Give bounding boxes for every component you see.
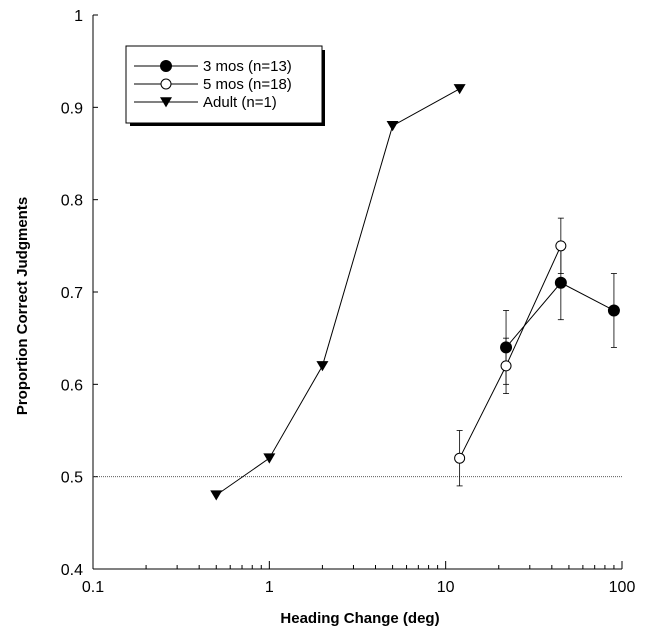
- legend-label: 5 mos (n=18): [203, 76, 292, 93]
- series-layer: [210, 84, 620, 501]
- data-point: [454, 452, 466, 464]
- y-axis-title: Proportion Correct Judgments: [14, 197, 31, 415]
- data-point: [263, 453, 276, 464]
- data-point: [386, 121, 399, 132]
- y-tick-label: 0.5: [61, 470, 83, 487]
- axes: 0.4 0.5 0.6 0.7 0.8 0.9 1 0.1 1 10 100: [61, 8, 636, 596]
- y-tick-label: 0.7: [61, 285, 83, 302]
- series-3: [210, 84, 466, 501]
- legend-shadow-right: [322, 50, 325, 126]
- series-line: [459, 245, 562, 459]
- x-tick-label: 1: [265, 579, 274, 596]
- y-tick-label: 0.6: [61, 377, 83, 394]
- y-tick-label: 1: [74, 8, 83, 25]
- x-tick-label: 10: [437, 579, 455, 596]
- legend-label: 3 mos (n=13): [203, 58, 292, 75]
- legend-marker: [160, 78, 172, 90]
- legend-marker: [160, 60, 172, 72]
- series-line: [215, 88, 460, 496]
- legend-label: Adult (n=1): [203, 94, 277, 111]
- x-tick-label: 0.1: [82, 579, 104, 596]
- legend: 3 mos (n=13)5 mos (n=18)Adult (n=1): [125, 45, 325, 126]
- y-tick-label: 0.9: [61, 100, 83, 117]
- data-point: [555, 240, 567, 252]
- data-point: [210, 490, 223, 501]
- legend-marker: [160, 97, 172, 108]
- x-axis-title: Heading Change (deg): [280, 610, 439, 627]
- data-point: [554, 276, 567, 289]
- data-point: [453, 84, 466, 95]
- x-tick-label: 100: [609, 579, 636, 596]
- data-point: [500, 360, 512, 372]
- data-point: [607, 304, 620, 317]
- legend-shadow-bottom: [130, 123, 325, 126]
- series-line: [505, 282, 615, 348]
- series-2: [454, 217, 567, 487]
- series-1: [500, 245, 620, 385]
- y-tick-label: 0.4: [61, 562, 83, 579]
- data-point: [316, 361, 329, 372]
- y-tick-label: 0.8: [61, 193, 83, 210]
